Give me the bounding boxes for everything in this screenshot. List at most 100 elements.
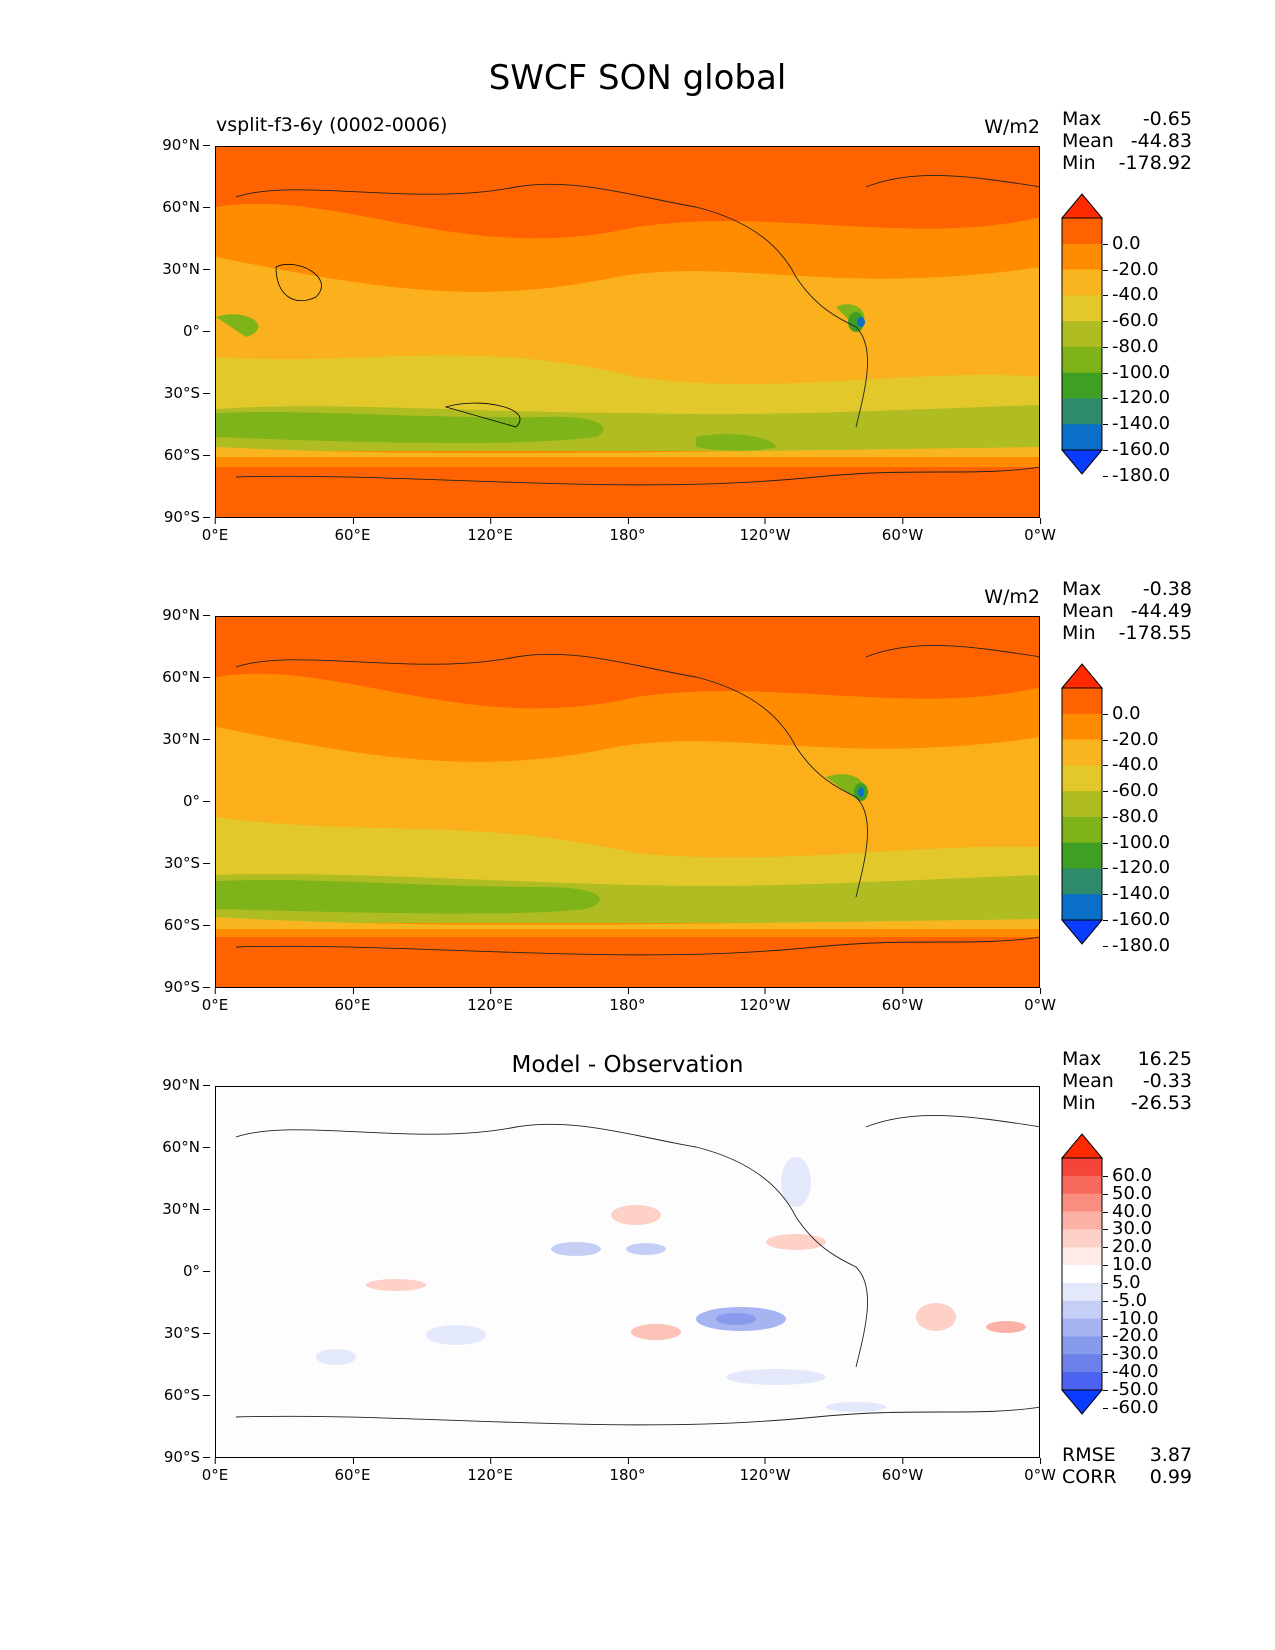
- colorbar-tick-label: 40.0: [1102, 1200, 1153, 1222]
- xtick-label: 120°E: [467, 988, 513, 1014]
- colorbar-swatch: [1062, 1247, 1102, 1266]
- colorbar-tick-label: -60.0: [1103, 780, 1159, 802]
- colorbar-tick-label: -120.0: [1102, 387, 1171, 409]
- xtick-label: 0°E: [201, 1458, 229, 1484]
- colorbar-swatch: [1062, 269, 1102, 296]
- map-field: [216, 617, 1039, 987]
- ytick-label: 0°: [182, 792, 211, 810]
- colorbar: 0.0 -20.0 -40.0 -60.0 -80.0 -100.0 -120.0 -140.…: [1060, 663, 1170, 956]
- colorbar-tick-label: 50.0: [1102, 1182, 1153, 1204]
- colorbar-tick-label: -20.0: [1103, 258, 1159, 280]
- colorbar-swatch: [1062, 1282, 1102, 1302]
- xtick-label: 60°W: [881, 518, 924, 544]
- stat-max-label: Max: [1062, 108, 1102, 130]
- colorbar-cap-top: [1060, 1133, 1104, 1159]
- map-field: [216, 1087, 1039, 1457]
- colorbar-tick-label: -60.0: [1103, 1396, 1159, 1418]
- colorbar-swatch: [1062, 688, 1102, 715]
- stat-mean-value: -44.49: [1130, 600, 1192, 622]
- colorbar-tick-label: -20.0: [1103, 1325, 1159, 1347]
- stat-mean-label: Mean: [1062, 600, 1114, 622]
- colorbar-tick-label: 0.0: [1103, 232, 1141, 254]
- colorbar-tick-label: 0.0: [1103, 702, 1141, 724]
- xtick-label: 180°: [609, 988, 646, 1014]
- colorbar-swatch: [1062, 346, 1102, 374]
- xtick-label: 120°W: [739, 988, 791, 1014]
- colorbar-tick-label: -180.0: [1102, 464, 1171, 486]
- stat-min-label: Min: [1062, 1092, 1096, 1114]
- xtick-label: 60°E: [334, 1458, 371, 1484]
- colorbar-cap-top: [1060, 663, 1104, 689]
- colorbar-tick-label: -40.0: [1103, 754, 1159, 776]
- colorbar-outline: [1061, 217, 1103, 451]
- colorbar-cap-bottom: [1060, 449, 1104, 475]
- colorbar-swatch: [1062, 243, 1102, 271]
- colorbar-swatch: [1062, 1300, 1102, 1320]
- colorbar-tick-label: -40.0: [1103, 284, 1159, 306]
- panel-center-title: Model - Observation: [511, 1052, 744, 1078]
- contour-map: [215, 1086, 1040, 1458]
- colorbar-swatch: [1062, 765, 1102, 792]
- colorbar-swatch: [1062, 1158, 1102, 1177]
- colorbar-swatch: [1062, 218, 1102, 245]
- ytick-label: 30°N: [162, 730, 210, 748]
- xtick-label: 0°W: [1024, 518, 1056, 544]
- colorbar-swatch: [1062, 894, 1102, 921]
- xtick-label: 120°E: [467, 518, 513, 544]
- colorbar-tick-label: -20.0: [1103, 728, 1159, 750]
- stat-max-value: 16.25: [1137, 1048, 1192, 1070]
- stat-min-value: -178.55: [1118, 622, 1192, 644]
- colorbar-tick-label: -140.0: [1102, 413, 1171, 435]
- colorbar-swatch: [1062, 1175, 1102, 1195]
- stats-box: Max 16.25 Mean -0.33 Min -26.53: [1062, 1048, 1192, 1114]
- colorbar: 0.0 -20.0 -40.0 -60.0 -80.0 -100.0 -120.0 -140.…: [1060, 193, 1170, 486]
- colorbar-swatch: [1062, 739, 1102, 766]
- colorbar-swatch: [1062, 816, 1102, 844]
- xtick-label: 180°: [609, 518, 646, 544]
- units-label: W/m2: [984, 116, 1040, 138]
- ytick-label: 0°: [182, 1262, 211, 1280]
- colorbar-tick-label: -10.0: [1103, 1307, 1159, 1329]
- corr-label: CORR: [1062, 1466, 1117, 1488]
- colorbar-tick-label: -30.0: [1103, 1343, 1159, 1365]
- colorbar-swatch: [1062, 1265, 1102, 1284]
- stat-min-label: Min: [1062, 622, 1096, 644]
- colorbar-tick-label: -140.0: [1102, 883, 1171, 905]
- page-title: SWCF SON global: [488, 58, 787, 98]
- ytick-label: 60°N: [162, 1138, 210, 1156]
- colorbar: 60.0 50.0 40.0 30.0 20.0 10.0 5.0 -5.0 -10.0 -20.…: [1060, 1133, 1159, 1418]
- stat-mean-label: Mean: [1062, 130, 1114, 152]
- xtick-label: 0°E: [201, 518, 229, 544]
- ytick-label: 60°N: [162, 668, 210, 686]
- rmse-value: 3.87: [1149, 1444, 1192, 1466]
- xtick-label: 0°W: [1024, 1458, 1056, 1484]
- colorbar-swatch: [1062, 1372, 1102, 1391]
- ytick-label: 60°S: [163, 916, 211, 934]
- colorbar-swatch: [1062, 398, 1102, 425]
- ytick-label: 0°: [182, 322, 211, 340]
- ytick-label: 90°S: [163, 978, 211, 996]
- ytick-label: 90°S: [163, 508, 211, 526]
- colorbar-swatch: [1062, 321, 1102, 348]
- ytick-label: 90°N: [162, 606, 210, 624]
- stat-mean-value: -0.33: [1142, 1070, 1192, 1092]
- xtick-label: 60°W: [881, 988, 924, 1014]
- colorbar-swatch: [1062, 868, 1102, 895]
- colorbar-tick-label: -120.0: [1102, 857, 1171, 879]
- stat-max-value: -0.38: [1142, 578, 1192, 600]
- stat-min-value: -178.92: [1118, 152, 1192, 174]
- colorbar-tick-label: 20.0: [1102, 1236, 1153, 1258]
- corr-value: 0.99: [1149, 1466, 1192, 1488]
- colorbar-tick-label: -60.0: [1103, 310, 1159, 332]
- contour-map: [215, 616, 1040, 988]
- stats-box: Max -0.65 Mean -44.83 Min -178.92: [1062, 108, 1192, 174]
- colorbar-outline: [1061, 1157, 1103, 1391]
- colorbar-swatch: [1062, 372, 1102, 399]
- colorbar-swatch: [1062, 1229, 1102, 1248]
- ytick-label: 30°S: [163, 854, 211, 872]
- colorbar-swatch: [1062, 424, 1102, 451]
- units-label: W/m2: [984, 586, 1040, 608]
- stat-min-label: Min: [1062, 152, 1096, 174]
- stat-max-label: Max: [1062, 578, 1102, 600]
- ytick-label: 30°N: [162, 260, 210, 278]
